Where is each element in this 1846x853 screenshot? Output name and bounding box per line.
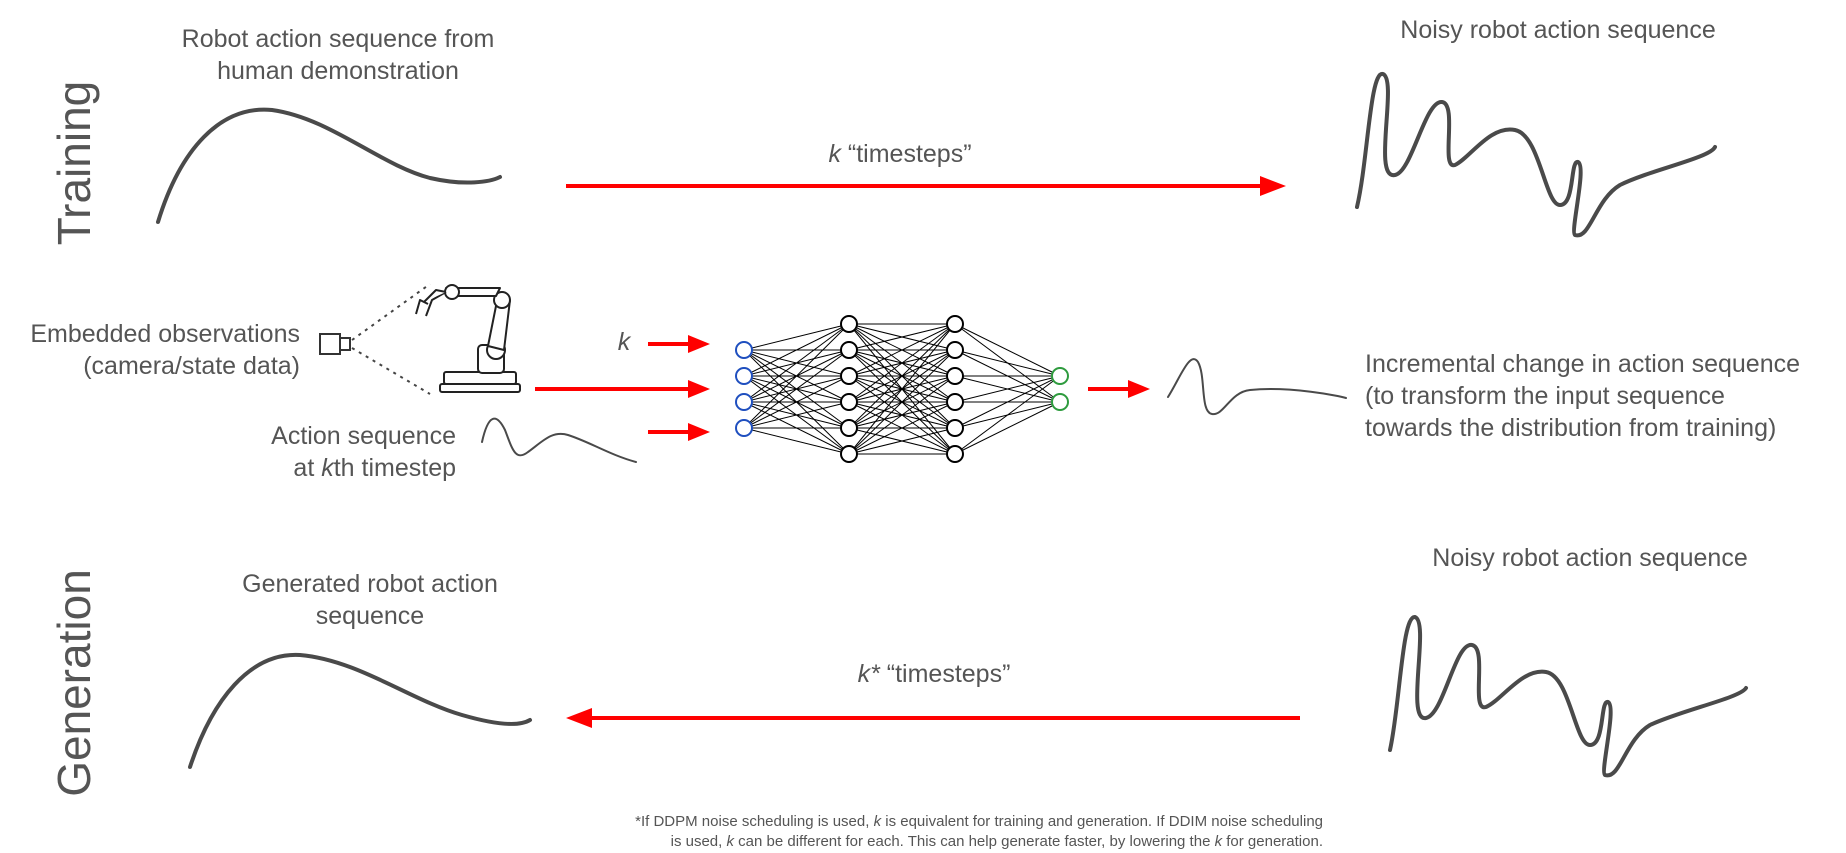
hidden-node [840,367,858,385]
kth-action-sequence-curve [481,417,637,463]
hidden-node [840,419,858,437]
footnote-line2: is used, k can be different for each. Th… [671,833,1323,850]
training-target-label: Noisy robot action sequence [1400,16,1715,44]
camera-view-lines [351,283,431,395]
generated-curve [188,652,532,769]
footnote-l1-b: is equivalent for training and generatio… [881,813,1323,830]
hidden-node [946,315,964,333]
kth-prefix: at [293,454,321,482]
network-edge [954,375,1061,429]
k-input-arrow [648,335,710,353]
output-label-line2: (to transform the input sequence [1365,382,1725,410]
network-edge [743,427,850,455]
training-timesteps-arrow [566,176,1286,196]
generation-target-label-line1: Generated robot action [242,570,498,598]
network-edge [743,323,850,377]
hidden-node [840,315,858,333]
robot-arm-icon [415,284,521,393]
hidden-node [840,341,858,359]
network-edge [743,349,850,429]
hidden-node [840,393,858,411]
network-edge [954,349,1061,377]
kth-suffix: th timestep [334,454,456,482]
incremental-change-curve [1167,358,1347,416]
training-source-label-line2: human demonstration [217,57,459,85]
generation-timesteps-arrow [566,708,1300,728]
network-edge [848,427,956,455]
network-edge [743,401,850,429]
noisy-curve-generation [1388,615,1748,778]
network-edge [848,401,956,455]
generation-section-label: Generation [48,569,100,797]
network-edge [848,323,956,429]
network-edge [954,375,1061,403]
hidden-node [946,367,964,385]
demonstration-curve [156,107,502,224]
network-edge [848,375,956,455]
output-label-line3: towards the distribution from training) [1365,414,1776,442]
footnote-l2-a: is used, [671,833,727,850]
footnote-l2-k2: k [1215,833,1224,850]
hidden-node [946,393,964,411]
k-input-label: k [618,328,632,356]
action-sequence-label-line2: at kth timestep [293,454,456,482]
output-node [1051,393,1069,411]
action-sequence-label-line1: Action sequence [271,422,456,450]
network-edge [743,323,850,351]
network-edge [848,323,956,377]
network-edge [848,349,956,455]
input-node [735,419,753,437]
hidden-node [946,445,964,463]
input-node [735,367,753,385]
generation-timesteps-label: k* “timesteps” [858,660,1011,688]
network-edge [743,375,850,429]
action-sequence-input-arrow [648,423,710,441]
hidden-node [946,341,964,359]
network-edge [848,323,956,351]
camera-icon [319,333,351,355]
output-label-line1: Incremental change in action sequence [1365,350,1800,378]
footnote-l2-c: for generation. [1222,833,1323,850]
generation-k-symbol: k* [858,660,882,688]
network-edge [848,323,956,403]
noisy-curve-training [1355,72,1717,238]
neural-network [735,315,1069,463]
training-k-symbol: k [828,140,842,168]
network-edge [954,375,1061,455]
hidden-node [840,445,858,463]
footnote-l2-b: can be different for each. This can help… [734,833,1215,850]
training-timesteps-label: k “timesteps” [828,140,971,168]
observations-label-line1: Embedded observations [30,320,300,348]
training-timesteps-text: “timesteps” [841,140,972,168]
hidden-node [946,419,964,437]
generation-target-label-line2: sequence [316,602,424,630]
network-edge [848,323,956,455]
input-node [735,393,753,411]
generation-source-label: Noisy robot action sequence [1432,544,1747,572]
footnote-l1-k: k [874,813,883,830]
footnote-line1: *If DDPM noise scheduling is used, k is … [635,813,1323,830]
footnote-l2-k: k [727,833,736,850]
network-edge [743,323,850,429]
input-node [735,341,753,359]
observations-label-line2: (camera/state data) [83,352,300,380]
output-node [1051,367,1069,385]
training-source-label-line1: Robot action sequence from [182,25,495,53]
network-edge [743,323,850,403]
network-edge [954,401,1061,455]
training-section-label: Training [48,81,100,245]
kth-k-symbol: k [321,454,335,482]
generation-timesteps-text: “timesteps” [880,660,1011,688]
observations-input-arrow [535,380,710,398]
footnote-l1-a: *If DDPM noise scheduling is used, [635,813,873,830]
network-edge [954,323,1061,377]
network-output-arrow [1088,380,1150,398]
